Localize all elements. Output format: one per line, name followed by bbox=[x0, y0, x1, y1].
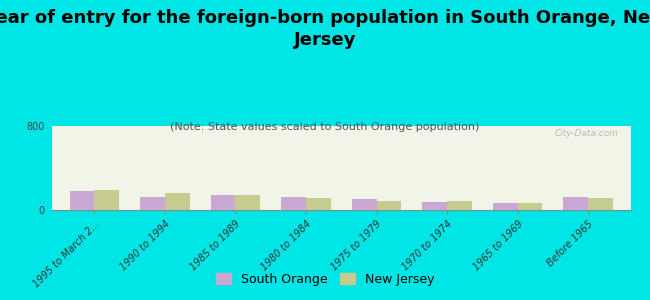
Bar bbox=[140, 197, 165, 210]
Legend: South Orange, New Jersey: South Orange, New Jersey bbox=[211, 268, 439, 291]
Bar bbox=[564, 197, 588, 210]
Bar bbox=[235, 195, 260, 210]
Bar bbox=[493, 203, 517, 210]
Text: (Note: State values scaled to South Orange population): (Note: State values scaled to South Oran… bbox=[170, 122, 480, 131]
Bar bbox=[281, 197, 306, 210]
Bar bbox=[517, 203, 542, 210]
Bar bbox=[352, 199, 376, 210]
Text: Year of entry for the foreign-born population in South Orange, New
Jersey: Year of entry for the foreign-born popul… bbox=[0, 9, 650, 49]
Bar bbox=[447, 201, 472, 210]
Text: City-Data.com: City-Data.com bbox=[555, 128, 619, 137]
Bar bbox=[376, 201, 401, 210]
Bar bbox=[422, 202, 447, 210]
Bar bbox=[211, 195, 235, 210]
Bar bbox=[165, 193, 190, 210]
Bar bbox=[306, 198, 331, 210]
Bar bbox=[588, 198, 613, 210]
Bar bbox=[94, 190, 119, 210]
Bar bbox=[70, 191, 94, 210]
